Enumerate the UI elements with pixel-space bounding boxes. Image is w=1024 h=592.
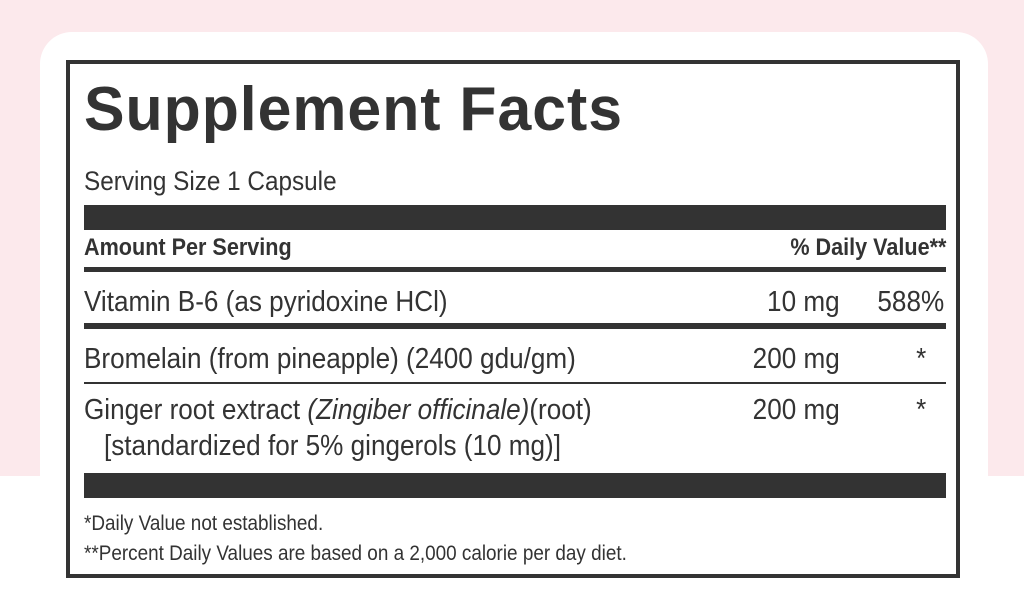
label-title: Supplement Facts [84, 75, 623, 144]
ingredient-standardization: [standardized for 5% gingerols (10 mg)] [104, 430, 561, 462]
thick-divider [84, 205, 946, 230]
ingredient-dv: * [915, 343, 926, 375]
ingredient-name: Ginger root extract (Zingiber officinale… [84, 394, 592, 426]
ingredient-name: Bromelain (from pineapple) (2400 gdu/gm) [84, 343, 576, 375]
serving-size: Serving Size 1 Capsule [84, 166, 337, 196]
footnote: *Daily Value not established. [84, 512, 324, 535]
amount-per-serving-header: Amount Per Serving [84, 234, 292, 261]
ingredient-name: Vitamin B-6 (as pyridoxine HCl) [84, 286, 448, 318]
ingredient-amount: 200 mg [752, 343, 840, 375]
ingredient-amount: 200 mg [752, 394, 840, 426]
divider [84, 382, 946, 384]
ingredient-dv: * [915, 394, 926, 426]
supplement-facts-label: Supplement Facts Serving Size 1 Capsule … [66, 60, 960, 578]
daily-value-header: % Daily Value** [789, 234, 946, 261]
thick-divider [84, 473, 946, 498]
divider [84, 323, 946, 329]
divider [84, 267, 946, 272]
footnote: **Percent Daily Values are based on a 2,… [84, 542, 627, 565]
ingredient-amount: 10 mg [767, 286, 840, 318]
ingredient-dv: 588% [877, 286, 944, 318]
botanical-name: (Zingiber officinale) [307, 394, 530, 426]
